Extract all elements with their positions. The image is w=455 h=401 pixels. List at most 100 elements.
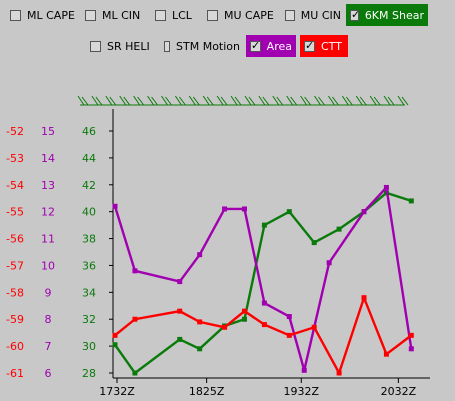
wind-barb-flag xyxy=(178,96,186,106)
area-tick-label: 11 xyxy=(41,233,55,246)
wind-barb xyxy=(188,95,196,106)
wind-barb-flag xyxy=(248,96,256,106)
wind-barb xyxy=(202,95,210,106)
area-tick-label: 12 xyxy=(41,206,55,219)
data-point-area xyxy=(361,209,367,215)
area-tick-label: 7 xyxy=(45,340,52,353)
wind-barb-flag xyxy=(359,96,367,106)
wind-barb-flag xyxy=(192,96,200,106)
data-point-6km-shear xyxy=(311,240,317,246)
wind-barb-flag xyxy=(332,96,339,106)
toggle-checkbox[interactable] xyxy=(90,40,101,52)
series-line-6km-shear xyxy=(114,191,412,375)
shear-tick-label: 42 xyxy=(82,179,96,192)
toggle-area[interactable]: Area xyxy=(246,35,296,57)
wind-barb-flag xyxy=(387,96,395,106)
area-tick-label: 13 xyxy=(41,179,55,192)
wind-barb xyxy=(105,95,113,106)
shear-tick-label: 34 xyxy=(82,286,96,299)
data-point-ctt xyxy=(222,324,228,330)
wind-barb xyxy=(161,95,168,106)
shear-tick-label: 36 xyxy=(82,259,96,272)
ctt-tick-label: -55 xyxy=(6,206,24,219)
data-point-area xyxy=(408,346,414,352)
wind-barb-flag xyxy=(318,96,325,106)
wind-barb-flag xyxy=(290,96,298,106)
wind-barb xyxy=(397,95,405,106)
wind-barb-flag xyxy=(123,96,131,106)
toggle-stm-motion[interactable]: STM Motion xyxy=(160,35,244,57)
x-tick-label: 2032Z xyxy=(381,385,417,398)
toggle-checkbox[interactable] xyxy=(155,9,166,21)
wind-barb xyxy=(355,95,363,106)
toggle-ml-cin[interactable]: ML CIN xyxy=(81,4,149,26)
area-tick-label: 8 xyxy=(45,313,52,326)
data-point-6km-shear xyxy=(408,198,414,204)
shear-tick-label: 30 xyxy=(82,340,96,353)
ctt-tick-label: -53 xyxy=(6,152,24,165)
toggle-label: CTT xyxy=(321,39,342,53)
data-point-ctt xyxy=(197,319,203,325)
toggle-lcl[interactable]: LCL xyxy=(151,4,201,26)
toggle-mu-cape[interactable]: MU CAPE xyxy=(203,4,279,26)
toggle-label: 6KM Shear xyxy=(364,8,424,22)
toggle-label: ML CAPE xyxy=(27,8,75,22)
data-point-ctt xyxy=(311,324,317,330)
wind-barb xyxy=(244,95,252,106)
toggle-checkbox[interactable] xyxy=(304,39,315,52)
data-point-ctt xyxy=(241,308,247,314)
wind-barb-flag xyxy=(220,96,228,106)
data-point-6km-shear xyxy=(112,342,118,348)
toggle-6km-shear[interactable]: 6KM Shear xyxy=(346,4,428,26)
area-tick-label: 14 xyxy=(41,152,55,165)
toggle-checkbox[interactable] xyxy=(85,9,96,21)
data-point-ctt xyxy=(112,332,118,338)
toggle-ml-cape[interactable]: ML CAPE xyxy=(6,4,84,26)
data-point-area xyxy=(197,252,203,258)
data-point-6km-shear xyxy=(261,222,267,228)
shear-tick-label: 44 xyxy=(82,152,96,165)
wind-barb-flag xyxy=(81,96,89,106)
data-point-area xyxy=(241,206,247,212)
wind-barb-flag xyxy=(276,96,284,106)
wind-barb xyxy=(314,95,321,106)
toggle-mu-cin[interactable]: MU CIN xyxy=(281,4,345,26)
wind-barb xyxy=(383,95,391,106)
ctt-tick-label: -60 xyxy=(6,340,24,353)
toggle-label: Area xyxy=(266,39,292,53)
toggle-checkbox[interactable] xyxy=(207,9,218,21)
toggle-checkbox[interactable] xyxy=(250,39,261,52)
shear-tick-label: 32 xyxy=(82,313,96,326)
wind-barb xyxy=(258,95,266,106)
x-tick-label: 1825Z xyxy=(189,385,225,398)
area-tick-label: 6 xyxy=(45,367,52,380)
wind-barb xyxy=(328,95,335,106)
wind-barb-flag xyxy=(262,96,270,106)
ctt-tick-label: -59 xyxy=(6,313,24,326)
data-point-area xyxy=(222,206,228,212)
area-tick-label: 15 xyxy=(41,125,55,138)
wind-barb-flag xyxy=(165,96,172,106)
wind-barb xyxy=(147,95,154,106)
toggle-sr-heli[interactable]: SR HELI xyxy=(86,35,158,57)
toggle-checkbox[interactable] xyxy=(164,40,171,52)
wind-barb-flag xyxy=(373,96,381,106)
data-point-6km-shear xyxy=(197,346,203,352)
wind-barb xyxy=(369,95,377,106)
data-point-6km-shear xyxy=(336,226,342,232)
toggle-checkbox[interactable] xyxy=(350,8,360,21)
toggle-label: MU CAPE xyxy=(224,8,274,22)
data-point-area xyxy=(286,314,292,320)
area-tick-label: 9 xyxy=(45,286,52,299)
shear-tick-label: 38 xyxy=(82,233,96,246)
data-point-area xyxy=(177,279,183,285)
data-point-6km-shear xyxy=(241,316,247,322)
wind-barb xyxy=(77,95,85,106)
data-point-area xyxy=(326,260,332,266)
toggle-label: LCL xyxy=(172,8,192,22)
toggle-checkbox[interactable] xyxy=(285,9,295,21)
toggle-checkbox[interactable] xyxy=(10,9,21,21)
toggle-ctt[interactable]: CTT xyxy=(300,35,348,57)
data-point-ctt xyxy=(336,370,342,376)
